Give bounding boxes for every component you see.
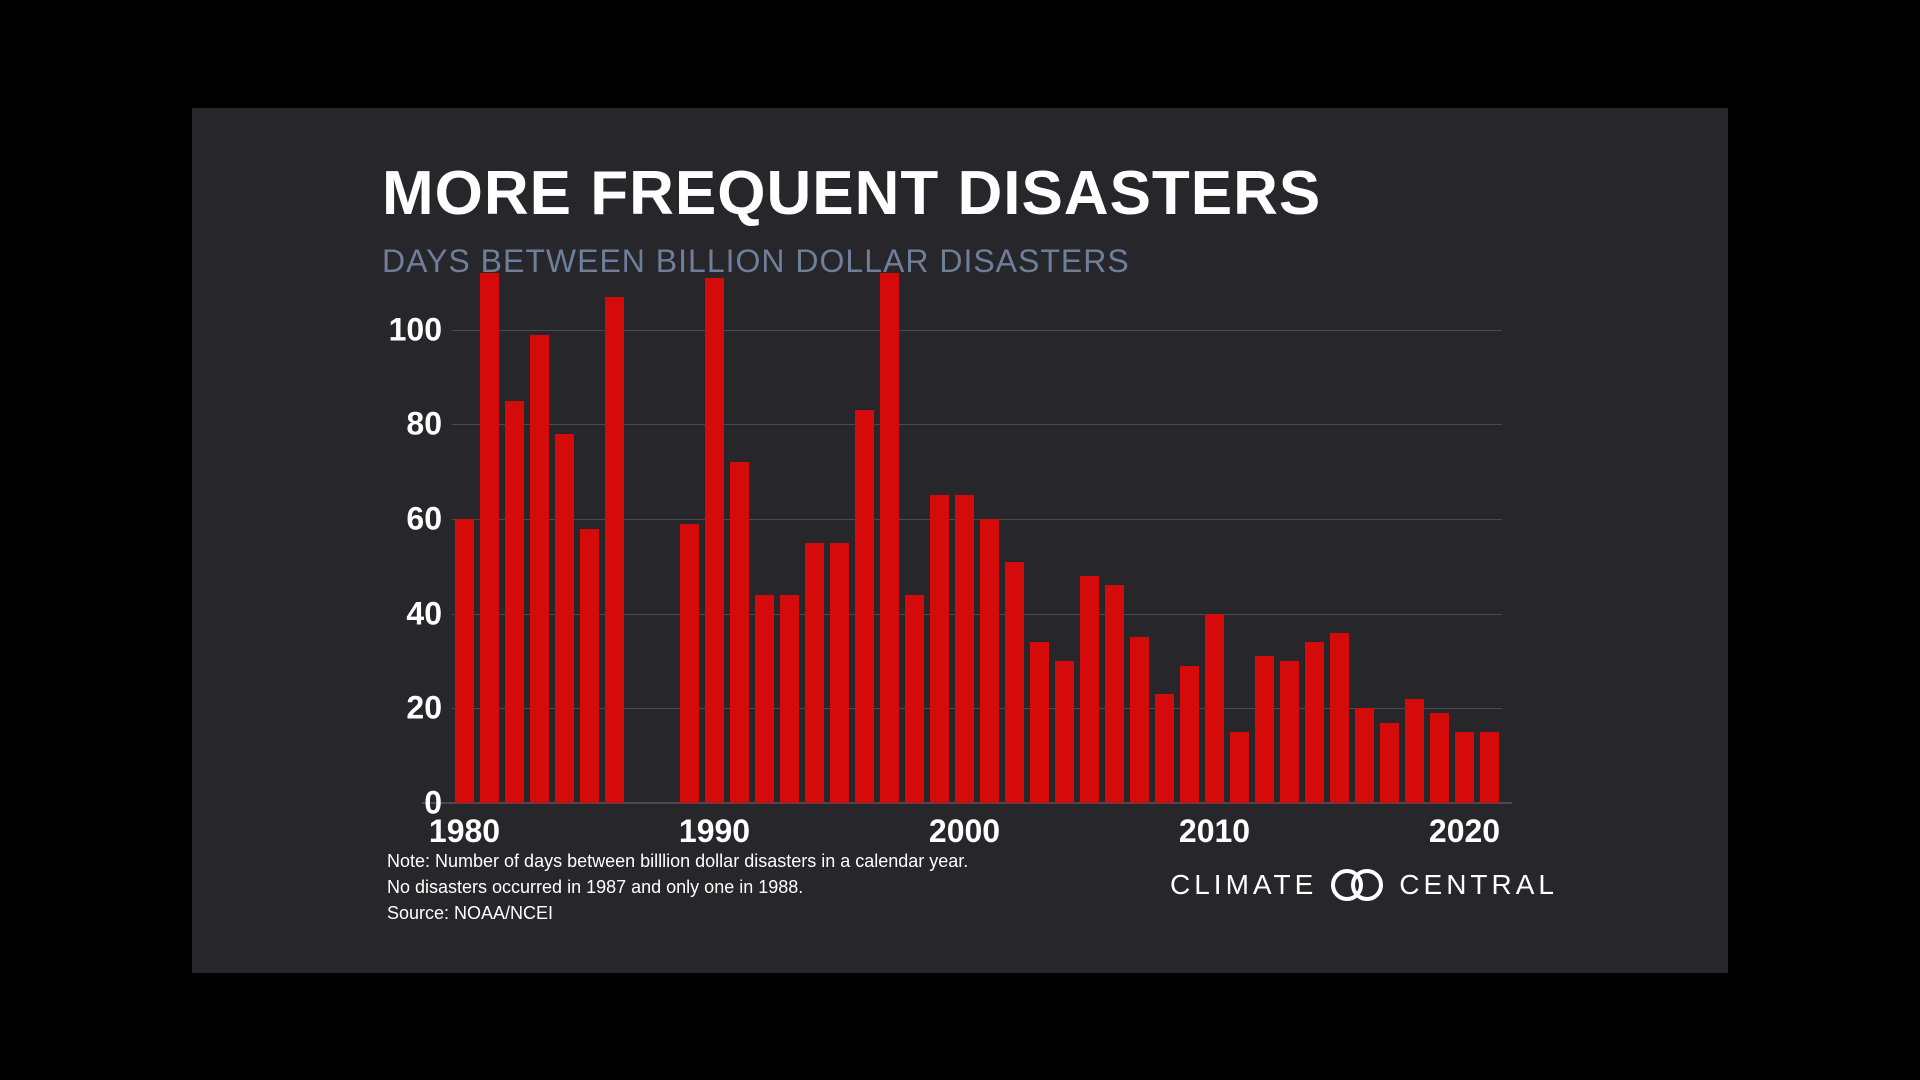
bar bbox=[1155, 694, 1175, 803]
bar bbox=[880, 273, 900, 803]
bar bbox=[530, 335, 550, 803]
bar bbox=[505, 401, 525, 803]
bar-chart: 02040608010019801990200020102020 bbox=[452, 273, 1502, 803]
bar bbox=[1055, 661, 1075, 803]
x-tick-label: 1990 bbox=[679, 813, 750, 850]
y-tick-label: 100 bbox=[362, 311, 442, 348]
brand-word-left: CLIMATE bbox=[1170, 869, 1317, 901]
bar bbox=[905, 595, 925, 803]
bar bbox=[1305, 642, 1325, 803]
bar bbox=[780, 595, 800, 803]
bar bbox=[1330, 633, 1350, 803]
y-tick-label: 40 bbox=[362, 595, 442, 632]
x-tick-label: 2010 bbox=[1179, 813, 1250, 850]
bar bbox=[705, 278, 725, 803]
brand-logo-icon bbox=[1331, 869, 1385, 901]
footnote: Note: Number of days between billlion do… bbox=[387, 848, 968, 926]
bar bbox=[1280, 661, 1300, 803]
bar bbox=[1005, 562, 1025, 803]
chart-card: MORE FREQUENT DISASTERS DAYS BETWEEN BIL… bbox=[192, 108, 1728, 973]
bar bbox=[1355, 708, 1375, 803]
bar bbox=[1080, 576, 1100, 803]
bar bbox=[1455, 732, 1475, 803]
bar bbox=[755, 595, 775, 803]
bar bbox=[1405, 699, 1425, 803]
bar bbox=[730, 462, 750, 803]
chart-title: MORE FREQUENT DISASTERS bbox=[382, 158, 1321, 229]
x-tick-label: 2000 bbox=[929, 813, 1000, 850]
bar bbox=[680, 524, 700, 803]
bar bbox=[1030, 642, 1050, 803]
bar bbox=[555, 434, 575, 803]
bar bbox=[1255, 656, 1275, 803]
y-tick-label: 60 bbox=[362, 501, 442, 538]
bar bbox=[1205, 614, 1225, 803]
bar bbox=[1480, 732, 1500, 803]
bar bbox=[1130, 637, 1150, 803]
bar bbox=[580, 529, 600, 803]
y-tick-label: 80 bbox=[362, 406, 442, 443]
bar bbox=[830, 543, 850, 803]
brand-badge: CLIMATE CENTRAL bbox=[1170, 869, 1558, 901]
bar bbox=[1180, 666, 1200, 803]
bar bbox=[1380, 723, 1400, 803]
bar bbox=[605, 297, 625, 803]
bar bbox=[930, 495, 950, 803]
bar bbox=[855, 410, 875, 803]
bar bbox=[480, 273, 500, 803]
x-tick-label: 2020 bbox=[1429, 813, 1500, 850]
bar bbox=[1230, 732, 1250, 803]
bar bbox=[455, 519, 475, 803]
bar bbox=[955, 495, 975, 803]
bar bbox=[1430, 713, 1450, 803]
bar bbox=[980, 519, 1000, 803]
bar bbox=[1105, 585, 1125, 803]
bar bbox=[805, 543, 825, 803]
brand-word-right: CENTRAL bbox=[1399, 869, 1558, 901]
y-tick-label: 20 bbox=[362, 690, 442, 727]
x-tick-label: 1980 bbox=[429, 813, 500, 850]
